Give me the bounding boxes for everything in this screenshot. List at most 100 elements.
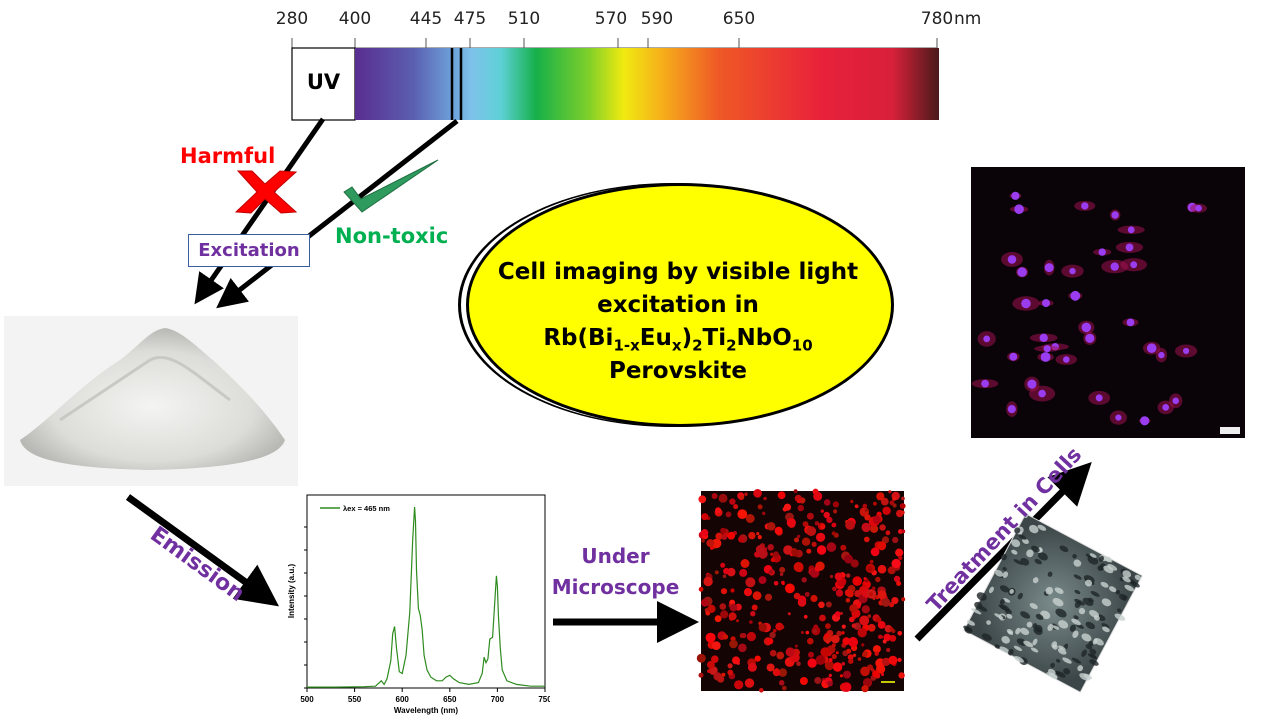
fluorescent-cell-dot [751, 604, 758, 611]
cultured-cell [1122, 576, 1131, 583]
cell-nucleus [1126, 318, 1135, 327]
cultured-cell [999, 646, 1010, 654]
fluorescent-cell-dot [820, 509, 824, 513]
tick-570: 570 [594, 9, 628, 29]
cell-nucleus [1070, 290, 1081, 301]
cultured-cell [1006, 613, 1013, 619]
fluorescent-cell-dot [871, 586, 876, 591]
fluorescent-cell-dot [854, 504, 859, 509]
cell-nucleus [1063, 356, 1070, 363]
fluorescent-cell-dot [766, 663, 775, 672]
fluorescent-cell-dot [706, 539, 715, 548]
fluorescent-cell-dot [778, 680, 785, 686]
fluorescent-cell-dot [779, 566, 786, 573]
fluorescent-cell-dot [850, 499, 854, 504]
x-tick-label: 550 [348, 695, 362, 704]
non-toxic-check-icon [343, 159, 439, 213]
cultured-cell [1058, 620, 1069, 629]
fluorescent-cell-dot [753, 489, 762, 498]
cultured-cell [1077, 665, 1084, 672]
fluorescent-cell-dot [715, 507, 722, 514]
fluorescent-cell-dot [833, 509, 838, 514]
cultured-cell [1032, 638, 1038, 646]
fluorescent-cell-dot [715, 532, 723, 540]
cultured-cell [1071, 657, 1082, 664]
fluorescent-cell-dot [873, 501, 877, 506]
fluorescent-cell-dot [860, 666, 870, 677]
cell-nucleus [1044, 263, 1054, 273]
cultured-cell [999, 599, 1005, 605]
cultured-cell [1052, 644, 1058, 650]
fluorescent-cell-dot [719, 603, 727, 610]
uv-label: UV [306, 70, 341, 94]
fluorescent-cell-dot [778, 668, 787, 677]
cultured-cell [1034, 624, 1043, 633]
fluorescent-cell-dot [825, 623, 831, 629]
cultured-cell [1052, 598, 1064, 607]
fluorescent-cell-dot [800, 631, 804, 634]
fluorescent-cell-dot [877, 541, 887, 551]
fluorescent-cell-dot [769, 649, 777, 657]
fluorescent-cell-dot [785, 647, 795, 657]
fluorescent-cell-dot [867, 614, 872, 618]
fluorescent-cell-dot [889, 500, 895, 506]
tick-280: 280 [275, 9, 309, 29]
cultured-cell [1002, 567, 1007, 571]
fluorescent-cell-dot [845, 520, 855, 530]
fluorescent-cell-dot [899, 503, 906, 509]
fluorescent-cell-dot [865, 539, 869, 543]
cultured-cell [1003, 597, 1011, 603]
cultured-cell [1099, 555, 1104, 562]
cultured-cell [976, 592, 987, 601]
fluorescent-cell-dot [781, 685, 787, 691]
fluorescent-cell-dot [835, 589, 844, 597]
fluorescent-cell-dot [877, 621, 886, 629]
cultured-cell [1085, 621, 1096, 630]
fluorescent-cell-dot [875, 576, 881, 583]
cultured-cell [1089, 659, 1099, 666]
cell-nucleus [1014, 204, 1024, 214]
cultured-cell [1085, 644, 1093, 650]
cell-nucleus [1162, 404, 1170, 411]
fluorescent-cell-dot [846, 573, 851, 578]
non-toxic-label: Non-toxic [335, 224, 449, 248]
fluorescent-cell-dot [813, 629, 817, 633]
fluorescent-cell-dot [861, 522, 871, 533]
cultured-cell [1007, 630, 1014, 635]
fluorescent-cell-dot [714, 570, 719, 575]
cultured-cell [1023, 640, 1034, 648]
fluorescent-cell-dot [711, 493, 718, 499]
fluorescent-cell-dot [714, 615, 722, 623]
visible-spectrum [355, 48, 939, 120]
fluorescent-cell-dot [815, 655, 826, 665]
fluorescent-cell-dot [759, 688, 764, 693]
fluorescent-cell-dot [889, 627, 894, 632]
excitation-label: Excitation [188, 234, 310, 267]
cultured-cell [1073, 559, 1082, 567]
cultured-cell [1072, 554, 1077, 559]
fluorescent-cell-dot [801, 577, 807, 583]
fluorescent-cell-dot [826, 640, 830, 644]
title-ellipse [466, 183, 894, 427]
fluorescent-cell-dot [877, 564, 887, 574]
fluorescent-cell-dot [707, 669, 711, 673]
cultured-cell [1090, 590, 1100, 597]
fluorescent-cell-dot [756, 532, 760, 536]
fluorescent-cell-dot [820, 524, 826, 530]
cell-nucleus [1042, 299, 1050, 308]
fluorescent-cell-dot [810, 572, 814, 575]
fluorescent-cell-dot [796, 498, 802, 504]
cultured-cell [1045, 586, 1054, 595]
cell-nucleus [1085, 333, 1095, 343]
fluorescent-cell-dot [814, 677, 822, 684]
cell-nucleus [1098, 248, 1106, 256]
fluorescent-cell-dot [846, 648, 852, 654]
fluorescent-cell-dot [818, 601, 825, 609]
cultured-cell [1047, 668, 1056, 676]
fluorescent-cell-dot [867, 623, 876, 632]
cultured-cell [1102, 626, 1110, 633]
diagram-title: Cell imaging by visible light excitation… [470, 256, 886, 388]
fluorescent-cell-dot [740, 495, 744, 500]
cultured-cell [1034, 558, 1042, 565]
fluorescent-cell-dot [773, 551, 779, 557]
